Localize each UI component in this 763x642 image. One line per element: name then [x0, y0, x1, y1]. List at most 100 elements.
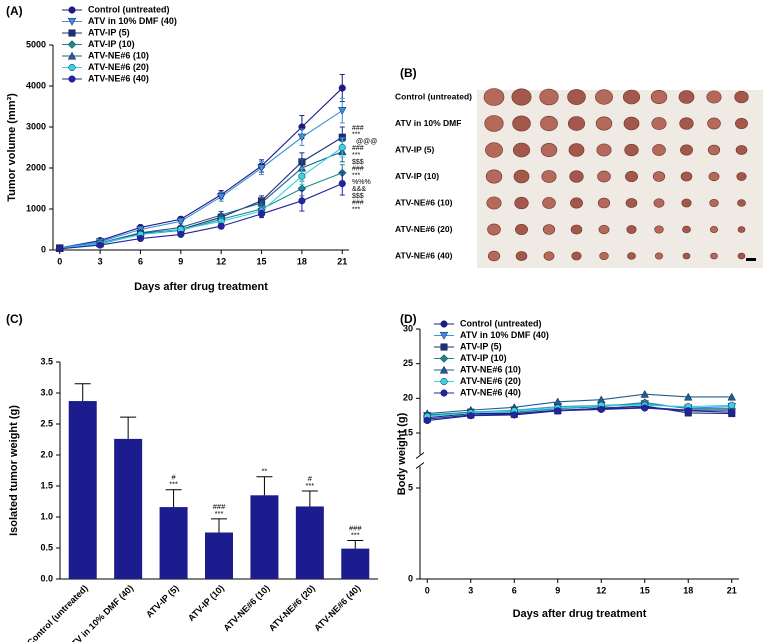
y-tick-label: 1000 — [26, 203, 46, 213]
significance: ### — [213, 502, 226, 511]
tumor — [650, 89, 668, 105]
legend-label: ATV-IP (5) — [88, 27, 130, 37]
marker — [728, 408, 736, 416]
y-tick-label: 20 — [403, 393, 413, 403]
panel-label: (C) — [6, 312, 23, 326]
y-axis-label: Tumor volume (mm³) — [6, 93, 18, 202]
x-tick-label: 6 — [512, 585, 517, 595]
marker — [67, 17, 77, 26]
tumor — [595, 89, 613, 105]
y-tick-label: 2.0 — [40, 449, 53, 459]
y-axis-label: Body weight (g) — [396, 412, 408, 495]
tumor — [737, 226, 746, 233]
tumor — [567, 116, 586, 131]
tumor — [485, 142, 503, 158]
significance: *** — [352, 152, 360, 159]
tumor — [681, 198, 692, 208]
bar — [250, 495, 279, 579]
significance: ### — [352, 200, 364, 207]
marker — [440, 377, 448, 386]
significance: # — [308, 474, 313, 483]
tumor — [514, 196, 529, 210]
marker — [257, 210, 266, 218]
x-tick-label: ATV-NE#6 (40) — [312, 583, 362, 633]
series-line — [427, 405, 732, 420]
y-tick-label: 25 — [403, 358, 413, 368]
tumor — [597, 170, 611, 183]
legend-label: ATV-NE#6 (20) — [460, 376, 521, 386]
series-line — [59, 183, 343, 250]
significance: ### — [352, 166, 364, 173]
tumor — [736, 172, 747, 181]
significance: *** — [215, 509, 224, 518]
x-tick-label: 18 — [683, 585, 693, 595]
legend-label: ATV-NE#6 (10) — [88, 50, 149, 60]
panel-label: (B) — [400, 66, 417, 80]
marker — [338, 107, 347, 115]
panel-label: (D) — [400, 312, 417, 326]
tumor — [515, 251, 528, 261]
marker — [68, 63, 76, 72]
series-line — [59, 147, 343, 249]
tumor — [483, 88, 505, 106]
marker — [338, 84, 346, 92]
legend-label: ATV-NE#6 (40) — [88, 73, 149, 83]
row-label: ATV-NE#6 (40) — [395, 250, 453, 260]
legend-label: ATV in 10% DMF (40) — [460, 330, 549, 340]
tumor — [626, 225, 637, 234]
tumor — [595, 116, 613, 131]
legend-label: Control (untreated) — [88, 4, 170, 14]
tumor — [708, 171, 720, 182]
x-tick-label: ATV-NE#6 (10) — [221, 583, 271, 633]
tumor — [737, 252, 746, 260]
scale-bar — [746, 258, 756, 261]
tumor — [710, 252, 718, 260]
row-label: ATV-IP (10) — [395, 171, 439, 181]
y-tick-label: 2.5 — [40, 418, 53, 428]
tumor — [707, 117, 721, 130]
y-tick-label: 5 — [408, 482, 413, 492]
significance: %%% — [352, 179, 371, 186]
row-label: Control (untreated) — [395, 91, 472, 101]
series-line — [427, 407, 732, 422]
legend-label: Control (untreated) — [460, 318, 542, 328]
y-tick-label: 1.5 — [40, 480, 53, 490]
tumor — [511, 88, 532, 106]
tumor — [487, 250, 501, 262]
tumor — [627, 252, 636, 260]
x-tick-label: 9 — [555, 585, 560, 595]
panel-label: (A) — [6, 4, 23, 18]
tumor — [652, 171, 666, 182]
marker — [640, 389, 649, 398]
significance: $$$ — [352, 159, 364, 166]
tumor — [599, 251, 609, 261]
x-tick-label: 18 — [297, 256, 307, 266]
significance: *** — [305, 481, 314, 490]
tumor — [680, 144, 693, 156]
series-line — [59, 151, 343, 249]
row-label: ATV-NE#6 (10) — [395, 197, 453, 207]
x-tick-label: 0 — [425, 585, 430, 595]
tumor — [653, 198, 665, 208]
x-tick-label: ATV-IP (10) — [186, 583, 226, 623]
marker — [554, 407, 562, 415]
y-tick-label: 5000 — [26, 39, 46, 49]
tumor — [512, 115, 531, 132]
row-label: ATV-NE#6 (20) — [395, 224, 453, 234]
marker — [68, 29, 76, 37]
tumor — [625, 170, 638, 183]
y-tick-label: 2000 — [26, 162, 46, 172]
marker — [728, 401, 736, 409]
y-tick-label: 4000 — [26, 80, 46, 90]
series-line — [427, 393, 732, 415]
tumor — [512, 142, 531, 158]
tumor — [682, 252, 691, 260]
marker — [257, 198, 266, 207]
significance: # — [171, 473, 176, 482]
bar — [114, 438, 143, 579]
tumor — [486, 196, 502, 210]
marker — [440, 343, 448, 351]
tumor — [622, 89, 641, 105]
legend-label: ATV in 10% DMF (40) — [88, 16, 177, 26]
